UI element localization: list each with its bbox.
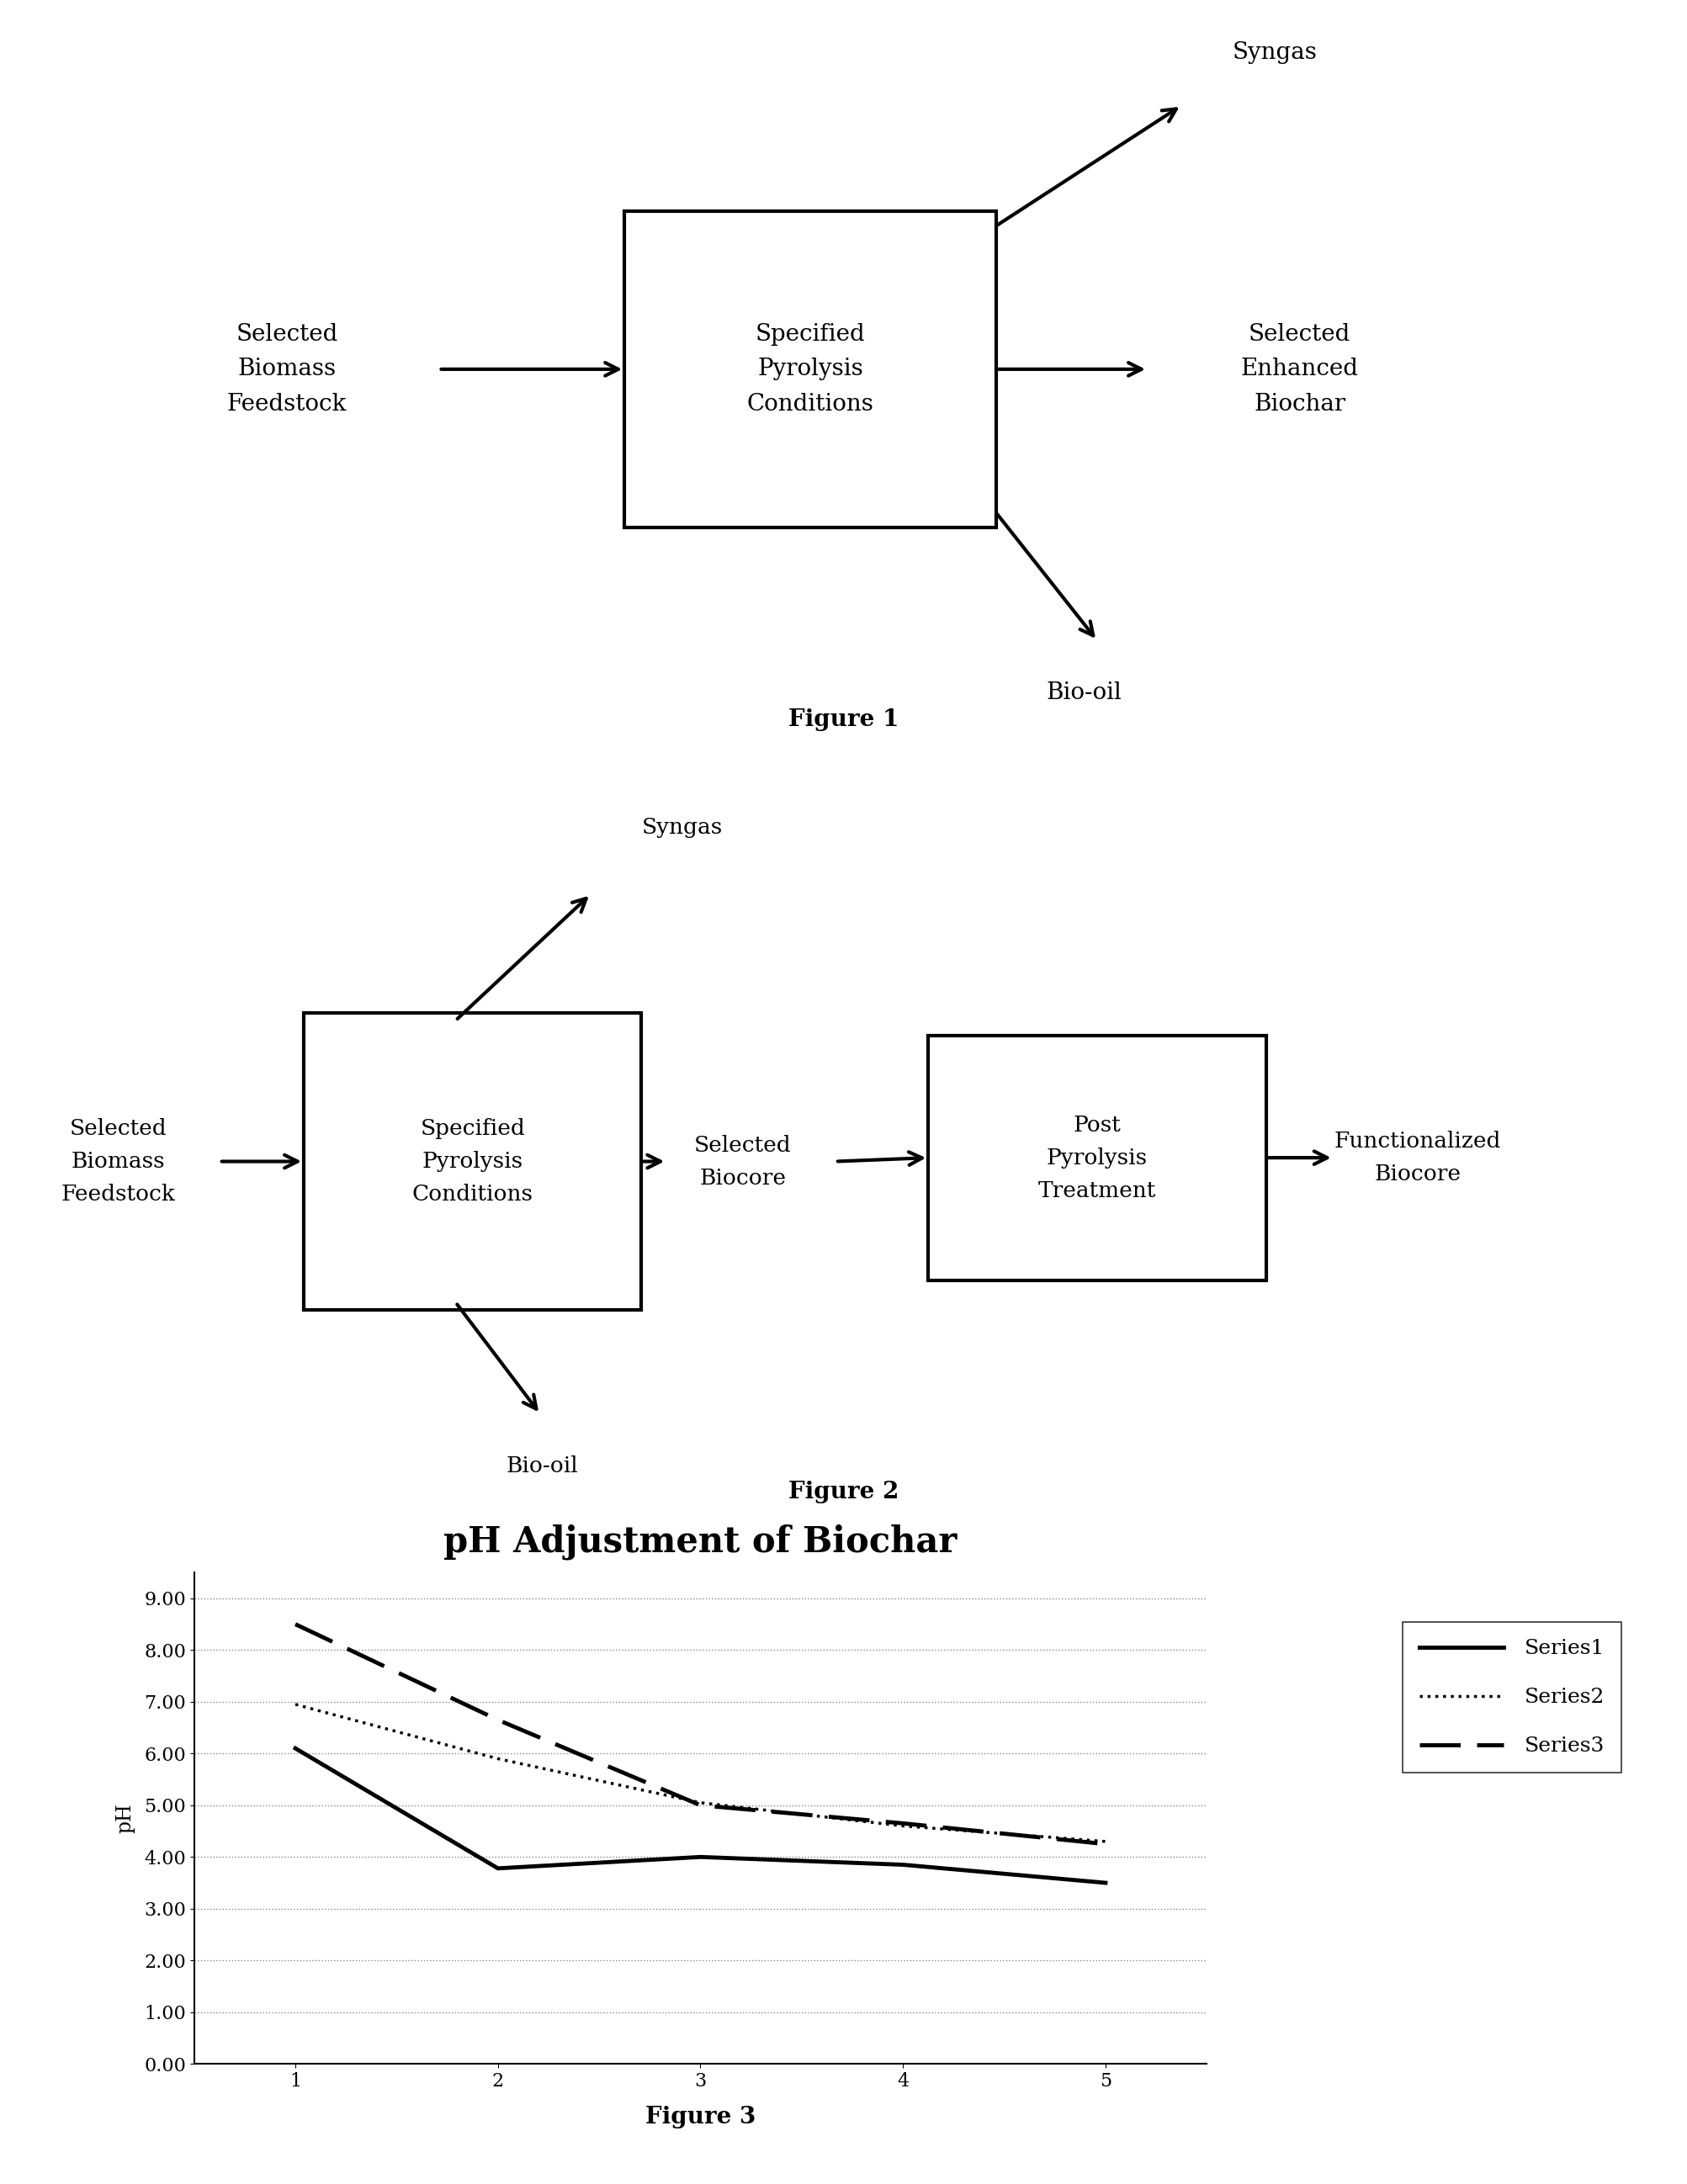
Text: Syngas: Syngas xyxy=(641,817,722,839)
Series2 xyxy=(488,1745,508,1771)
Text: Specified
Pyrolysis
Conditions: Specified Pyrolysis Conditions xyxy=(412,1118,533,1206)
Text: Selected
Enhanced
Biochar: Selected Enhanced Biochar xyxy=(1240,323,1358,415)
Series1 xyxy=(488,1854,508,1880)
Series2 xyxy=(1095,1828,1115,1854)
Text: Selected
Biomass
Feedstock: Selected Biomass Feedstock xyxy=(61,1118,175,1206)
Bar xyxy=(304,1013,641,1310)
Text: Bio-oil: Bio-oil xyxy=(506,1455,579,1476)
Line: Series1: Series1 xyxy=(295,1749,1105,1883)
Series1 xyxy=(1095,1870,1115,1896)
Legend: Series1, Series2, Series3: Series1, Series2, Series3 xyxy=(1402,1623,1621,1773)
Line: Series3: Series3 xyxy=(295,1625,1105,1843)
Series3 xyxy=(690,1793,710,1819)
Y-axis label: pH: pH xyxy=(115,1804,135,1832)
Text: Selected
Biomass
Feedstock: Selected Biomass Feedstock xyxy=(226,323,348,415)
Series2 xyxy=(285,1690,305,1717)
Series1 xyxy=(892,1852,913,1878)
Text: Specified
Pyrolysis
Conditions: Specified Pyrolysis Conditions xyxy=(746,323,874,415)
Text: Syngas: Syngas xyxy=(1232,41,1316,63)
Title: pH Adjustment of Biochar: pH Adjustment of Biochar xyxy=(444,1524,957,1559)
Text: Figure 3: Figure 3 xyxy=(644,2105,756,2127)
Text: Bio-oil: Bio-oil xyxy=(1046,681,1122,705)
Bar xyxy=(624,212,995,526)
Bar xyxy=(928,1035,1265,1280)
Text: Selected
Biocore: Selected Biocore xyxy=(693,1133,791,1188)
Text: Figure 1: Figure 1 xyxy=(788,708,899,732)
Series2 xyxy=(892,1813,913,1839)
Text: Figure 2: Figure 2 xyxy=(788,1481,899,1503)
Text: Post
Pyrolysis
Treatment: Post Pyrolysis Treatment xyxy=(1038,1114,1156,1201)
Series3 xyxy=(285,1612,305,1638)
Series1 xyxy=(690,1843,710,1870)
Series3 xyxy=(488,1708,508,1734)
Series3 xyxy=(1095,1830,1115,1856)
Line: Series2: Series2 xyxy=(295,1704,1105,1841)
Series3 xyxy=(892,1811,913,1837)
Series2 xyxy=(690,1789,710,1815)
Text: Functionalized
Biocore: Functionalized Biocore xyxy=(1334,1131,1500,1184)
Series1 xyxy=(285,1736,305,1762)
